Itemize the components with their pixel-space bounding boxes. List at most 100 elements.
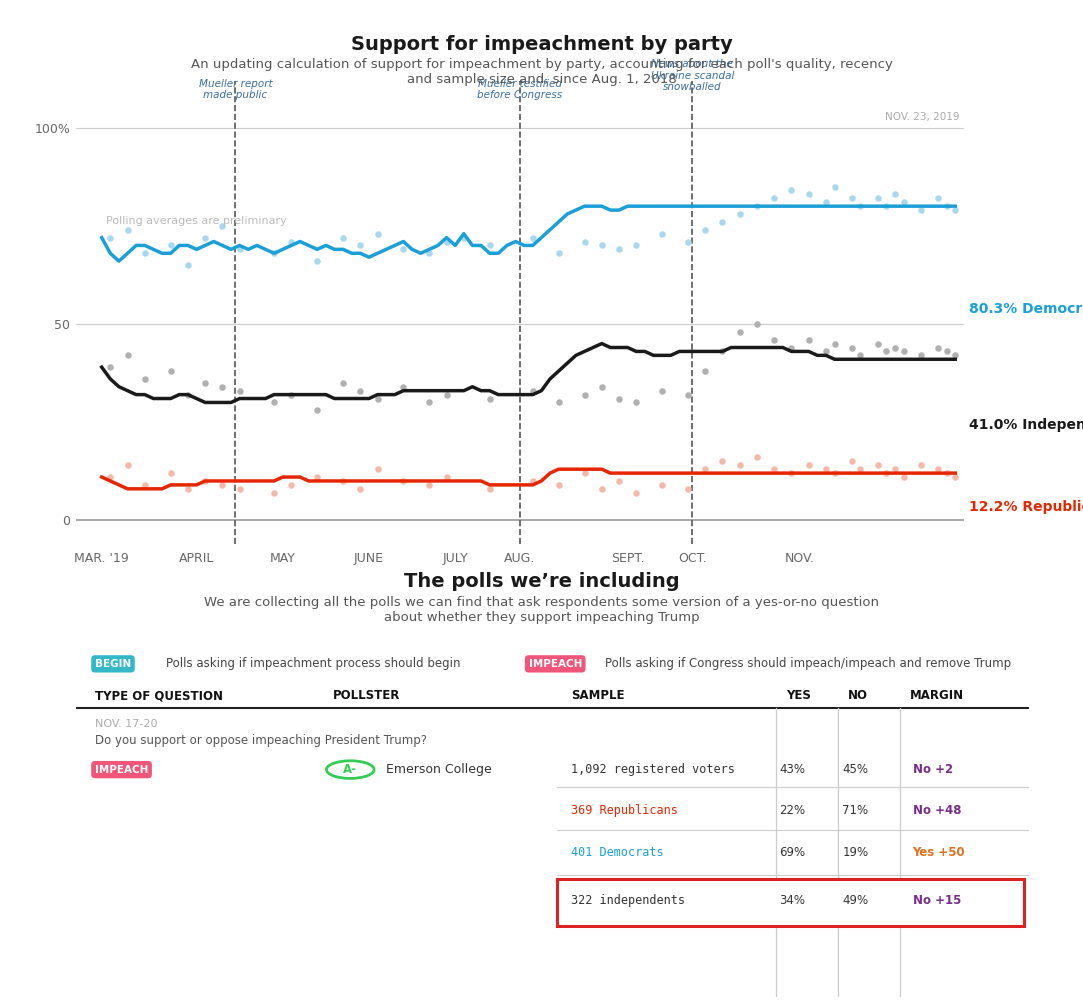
Point — [714, 453, 731, 469]
Point — [283, 477, 300, 493]
Point — [851, 198, 869, 214]
Text: IMPEACH: IMPEACH — [529, 659, 582, 669]
Point — [895, 469, 912, 485]
Point — [783, 182, 800, 198]
Point — [179, 387, 196, 403]
Point — [653, 477, 670, 493]
Point — [947, 347, 964, 364]
Text: 41.0% Independents: 41.0% Independents — [969, 418, 1083, 432]
Text: NOV. 17-20: NOV. 17-20 — [95, 719, 157, 729]
Point — [102, 359, 119, 376]
Text: 43%: 43% — [780, 763, 806, 776]
Point — [783, 465, 800, 481]
Point — [679, 480, 696, 496]
Point — [886, 339, 903, 355]
Point — [438, 469, 455, 485]
Text: 71%: 71% — [843, 804, 869, 817]
Point — [627, 238, 644, 254]
Point — [593, 480, 611, 496]
Point — [352, 480, 369, 496]
Point — [679, 234, 696, 250]
Point — [162, 465, 180, 481]
Point — [576, 465, 593, 481]
Point — [714, 343, 731, 359]
Point — [438, 387, 455, 403]
Point — [162, 363, 180, 379]
Point — [653, 383, 670, 399]
Point — [265, 484, 283, 500]
Point — [696, 222, 714, 238]
Point — [335, 473, 352, 489]
Point — [420, 477, 438, 493]
Point — [438, 234, 455, 250]
Point — [576, 234, 593, 250]
Text: Polls asking if impeachment process should begin: Polls asking if impeachment process shou… — [167, 658, 461, 671]
Point — [766, 461, 783, 477]
Point — [912, 457, 929, 473]
Point — [309, 253, 326, 269]
Point — [947, 469, 964, 485]
Point — [869, 457, 886, 473]
Point — [395, 242, 413, 258]
Text: 80.3% Democrats: 80.3% Democrats — [969, 302, 1083, 316]
Point — [869, 335, 886, 351]
Point — [748, 449, 766, 465]
Text: We are collecting all the polls we can find that ask respondents some version of: We are collecting all the polls we can f… — [204, 596, 879, 624]
Text: BEGIN: BEGIN — [95, 659, 131, 669]
Point — [869, 190, 886, 206]
Point — [196, 473, 213, 489]
Point — [420, 246, 438, 262]
Point — [550, 477, 567, 493]
Text: 45%: 45% — [843, 763, 869, 776]
Point — [877, 343, 895, 359]
Point — [352, 238, 369, 254]
Point — [766, 190, 783, 206]
Text: 12.2% Republicans: 12.2% Republicans — [969, 499, 1083, 514]
Point — [679, 387, 696, 403]
Point — [352, 383, 369, 399]
Point — [481, 238, 498, 254]
Text: NOV. 23, 2019: NOV. 23, 2019 — [885, 112, 960, 122]
Point — [481, 480, 498, 496]
Point — [119, 347, 136, 364]
Point — [938, 465, 955, 481]
Point — [731, 457, 748, 473]
Point — [309, 469, 326, 485]
Text: No +48: No +48 — [913, 804, 961, 817]
Point — [800, 457, 818, 473]
Point — [102, 230, 119, 246]
Point — [653, 226, 670, 242]
Point — [851, 461, 869, 477]
Point — [929, 190, 947, 206]
Text: 322 independents: 322 independents — [572, 893, 686, 906]
Point — [265, 246, 283, 262]
Point — [844, 190, 861, 206]
Point — [877, 198, 895, 214]
Point — [102, 469, 119, 485]
Point — [335, 230, 352, 246]
Point — [481, 391, 498, 407]
Point — [877, 465, 895, 481]
Text: IMPEACH: IMPEACH — [95, 764, 148, 774]
Point — [136, 371, 154, 387]
Point — [912, 202, 929, 219]
Point — [550, 395, 567, 411]
Point — [748, 316, 766, 332]
Point — [420, 395, 438, 411]
Point — [611, 391, 628, 407]
Point — [938, 198, 955, 214]
Point — [265, 395, 283, 411]
Point — [369, 461, 387, 477]
Point — [886, 186, 903, 202]
Text: 69%: 69% — [780, 846, 806, 859]
Point — [231, 242, 248, 258]
Point — [627, 395, 644, 411]
Point — [196, 230, 213, 246]
Point — [938, 343, 955, 359]
Text: MARGIN: MARGIN — [910, 689, 964, 702]
Text: SAMPLE: SAMPLE — [572, 689, 625, 702]
Point — [886, 461, 903, 477]
Point — [231, 480, 248, 496]
Text: Support for impeachment by party: Support for impeachment by party — [351, 35, 732, 54]
Text: No +15: No +15 — [913, 893, 961, 906]
